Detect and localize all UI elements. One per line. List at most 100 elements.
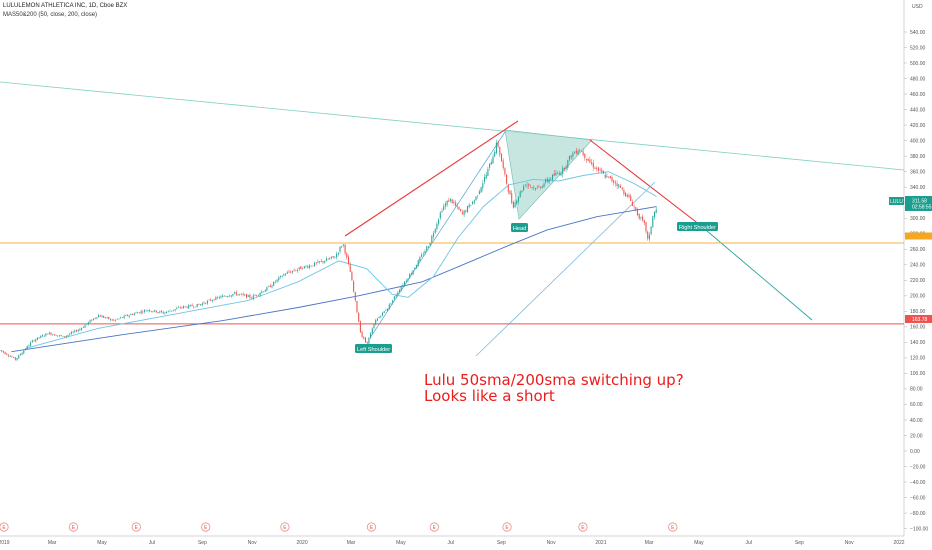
candle-body [4,352,6,355]
candle-body [57,335,59,337]
candle-body [257,294,259,296]
earnings-circle[interactable] [578,522,588,532]
candle-body [592,162,594,168]
x-tick-label: 2019 [0,540,10,546]
candle-body [642,216,644,221]
candle-body [179,307,181,309]
candle-body [234,292,236,294]
candle-body [18,355,20,359]
candle-body [545,179,547,183]
candle-body [631,202,633,207]
candle-body [500,153,503,162]
candle-body [363,336,365,339]
candle-body [35,339,37,342]
candle-body [472,201,474,205]
candle-body [400,286,402,291]
left-neck-red-trendline[interactable] [344,120,519,237]
time-axis[interactable]: 2019 Mar May Jul Sep Nov 2020 Mar May Jul Sep Nov 20… [0,540,905,546]
candle-body [497,141,499,147]
last-price-tag[interactable]: LULU 311.58 02:58:55 [889,196,932,211]
candle-body [7,355,10,357]
candle-body [645,222,647,232]
candle-body [356,301,358,313]
left-shoulder-label[interactable]: Left Shoulder [355,344,392,353]
sma200-path[interactable] [11,206,657,353]
level-orange-tag[interactable] [905,232,932,240]
candle-body [395,295,397,297]
earnings-letter: E [370,525,374,531]
candle-body [13,357,15,358]
candle-body [376,318,378,321]
candle-body [456,205,458,207]
y-tick-label: 220.00 [910,278,926,284]
candle-body [421,254,423,257]
candle-body [424,251,426,254]
head-triangle-drawing[interactable] [504,129,593,220]
sma50-path[interactable] [25,171,657,350]
earnings-letter: E [204,525,208,531]
x-tick-label: Jul [149,540,155,546]
candle-body [273,281,275,286]
earnings-circle[interactable] [0,522,9,532]
earnings-circle[interactable] [131,522,141,532]
x-tick-label: May [97,540,107,546]
earnings-circle[interactable] [668,522,678,532]
long-trendline[interactable] [0,81,905,171]
projection-teal-line[interactable] [699,224,813,321]
y-tick-label: 360.00 [910,169,926,175]
earnings-circle[interactable] [68,522,79,532]
earnings-circle[interactable] [502,522,512,532]
y-tick-label: 340.00 [910,185,926,191]
y-tick-label: 40.00 [910,418,923,424]
candle-body [589,159,591,163]
candle-body [198,304,200,306]
earnings-circle[interactable] [280,522,290,532]
candle-body [410,273,412,275]
candle-body [478,191,480,195]
right-shoulder-label[interactable]: Right Shoulder [677,222,718,231]
candle-body [414,267,416,270]
candle-body [509,190,511,195]
right-shoulder-red-trendline[interactable] [589,139,701,226]
candle-body [529,185,531,187]
candle-body [74,330,76,332]
earnings-letter: E [581,525,585,531]
candle-body [152,311,154,313]
candle-body [206,300,208,304]
candle-body [504,168,506,175]
steep-blue-trendline[interactable] [475,181,656,357]
y-tick-label: 100.00 [910,371,926,377]
head-label[interactable]: Head [511,223,528,232]
candle-body [635,207,637,211]
candle-body [507,185,509,192]
candle-body [268,286,270,288]
y-tick-label: 60.00 [910,402,923,408]
candle-body [26,346,28,350]
price-axis[interactable]: −100.00 −80.00 −60.00 −40.00 −20.00 0.00 20.00… [904,30,928,533]
candle-body [648,234,650,240]
horizontal-levels [0,242,904,325]
earnings-circle[interactable] [429,522,439,532]
candle-body [6,353,8,355]
earnings-circle[interactable] [201,522,211,532]
candle-body [431,236,433,243]
candle-body [575,150,577,154]
candle-body [38,337,40,339]
candle-body [79,328,81,330]
earnings-circle[interactable] [366,522,377,532]
candle-body [597,167,599,171]
candle-body [21,352,23,355]
level-red-tag[interactable]: 163.78 [905,315,932,323]
indicator-legend[interactable]: MAS50&200 (50, close, 200, close) [3,12,98,18]
candle-body [109,319,112,320]
candle-body [512,201,514,208]
candle-body [463,210,465,215]
candle-body [41,335,44,337]
candle-body [453,201,455,204]
candle-body [307,266,309,268]
y-tick-label: −40.00 [910,480,926,486]
earnings-letter: E [671,525,675,531]
symbol-tag-text: LULU [890,199,903,205]
